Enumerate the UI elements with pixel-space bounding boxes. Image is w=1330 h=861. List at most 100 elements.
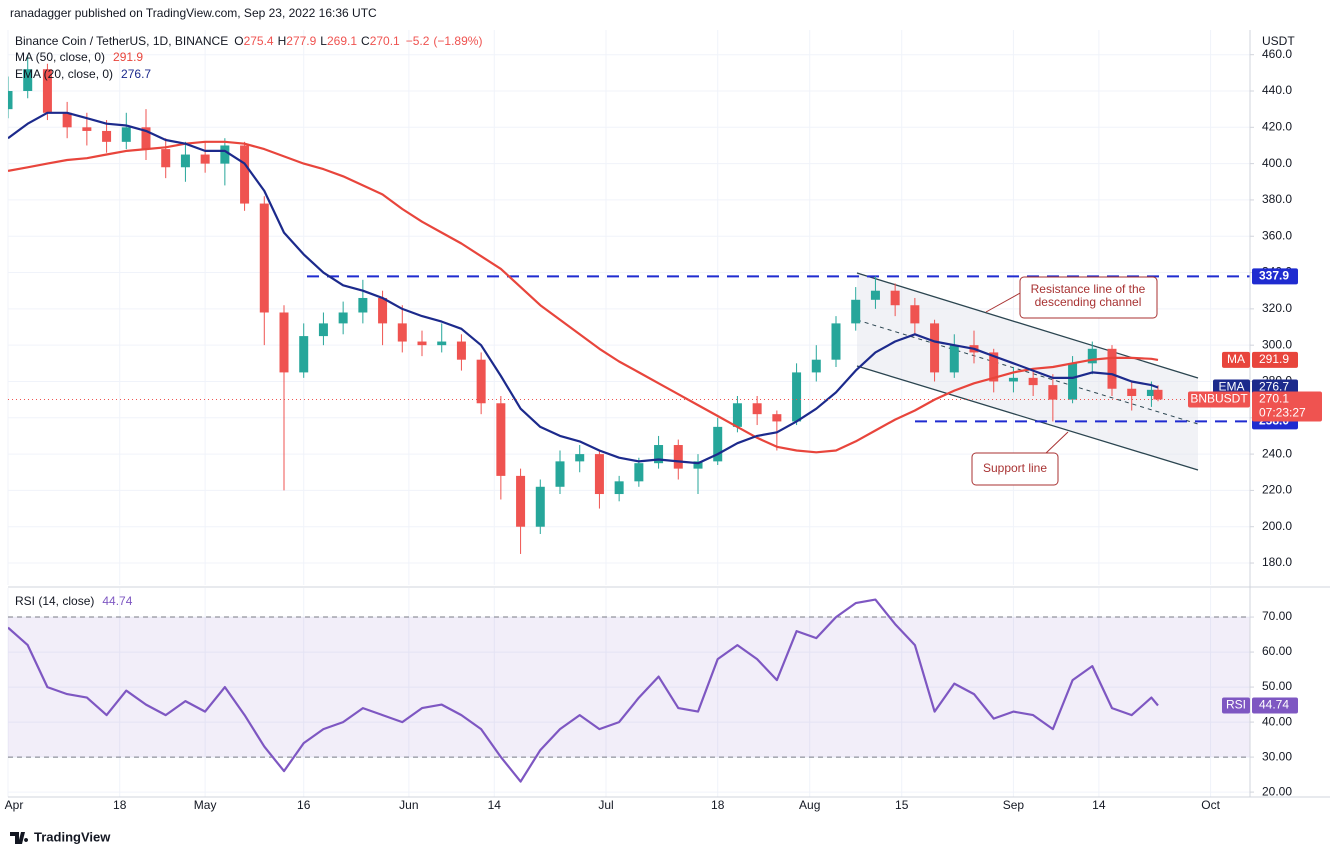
candle-body [516,475,526,527]
x-tick-label: Jun [399,798,418,812]
candle-body [575,454,585,462]
callout-box [971,452,1059,486]
legend-name: MA (50, close, 0) [15,50,105,64]
rsi-tick-label: 60.00 [1262,644,1292,658]
candle-body [1107,348,1117,389]
indicator-line [8,111,1159,465]
ohlc-label: L [320,34,327,48]
x-tick-label: Apr [5,798,24,812]
symbol-tag-name: BNBUSDT [1190,392,1248,406]
ohlc-label: O [234,34,243,48]
candle-body [831,323,841,360]
callout-pointer [1044,431,1069,455]
candle-body [930,323,940,373]
candle-body [1008,377,1018,382]
candle-body [634,463,644,482]
series-value-tag [1252,351,1298,368]
channel-upper [856,272,1199,379]
axes: Apr 18 May 16 Jun 14 Jul 18 Aug 15 Sep 14 Oct 180.0 20… [5,47,1293,812]
header: ranadagger published on TradingView.com,… [10,6,377,20]
x-tick-label: Sep [1003,798,1025,812]
candle-body [62,112,72,128]
candle-body [1048,385,1058,400]
rsi-tick-label: 40.00 [1262,714,1292,728]
candle-body [121,127,131,142]
level-tag [1252,268,1298,285]
y-tick-label: 220.0 [1262,483,1292,497]
y-tick-label: 440.0 [1262,83,1292,97]
y-tick-label: 380.0 [1262,192,1292,206]
ohlc-value: 269.1 [327,34,357,48]
candle-body [8,91,13,110]
candle-body [102,130,112,142]
candle-body [161,149,171,168]
symbol: Binance Coin / TetherUS, 1D, BINANCE [15,34,228,48]
ohlc-value: 275.4 [244,34,274,48]
candle-body [614,481,624,495]
series-value: 291.9 [1259,352,1289,366]
y-tick-label: 420.0 [1262,119,1292,133]
candle-body [299,336,309,373]
candle-body [338,312,348,324]
callout-resistance: Resistance line of the descending channel [985,276,1158,319]
candle-body [397,323,407,342]
callout-pointer [985,291,1023,313]
y-tick-label: 300.0 [1262,337,1292,351]
candle-body [220,145,230,164]
candle-body [318,323,328,337]
rsi-line [8,598,1159,783]
candles [8,54,1163,554]
candle-body [594,454,604,495]
candle-body [180,154,190,168]
candle-body [496,403,506,476]
legend-name: RSI (14, close) [15,594,94,608]
price-tags: 337.9258.0MA291.9EMA276.7BNBUSDT270.107:… [1188,268,1322,714]
candle-body [358,297,368,313]
y-tick-label: 360.0 [1262,228,1292,242]
candle-body [1068,363,1078,400]
x-tick-label: 14 [488,798,502,812]
brand: TradingView [34,829,111,844]
level-tag-label: 337.9 [1259,269,1289,283]
candle-body [1028,377,1038,386]
series-tag-name: EMA [1218,380,1244,394]
candle-body [82,127,92,131]
countdown: 07:23:27 [1259,406,1306,420]
ohlc-value: 270.1 [370,34,400,48]
change: −5.2 [406,34,430,48]
candle-body [378,297,388,324]
y-tick-label: 200.0 [1262,519,1292,533]
candle-body [890,290,900,306]
legend-symbol: Binance Coin / TetherUS, 1D, BINANCE O275… [15,34,482,48]
candle-body [555,461,565,487]
candle-body [654,445,664,464]
callout-text: Support line [983,461,1047,475]
candle-body [437,341,447,346]
candle-body [476,359,486,404]
indicator-line [8,140,1159,454]
legend-ma: MA (50, close, 0) 291.9 [15,50,143,64]
callout-support: Support line [971,431,1069,486]
candle-body [42,69,52,113]
candle-body [732,403,742,427]
ohlc-value: 277.9 [286,34,316,48]
candle-body [811,359,821,373]
candle-body [456,341,466,360]
channel [856,272,1199,471]
y-tick-label: 320.0 [1262,301,1292,315]
y-unit: USDT [1262,34,1295,48]
candle-body [693,461,703,469]
legend-name: EMA (20, close, 0) [15,67,113,81]
rsi-tag [1222,697,1250,714]
levels [307,275,1250,423]
symbol-tag [1188,391,1250,408]
candle-body [792,372,802,422]
x-tick-label: 15 [895,798,909,812]
candle-body [870,290,880,300]
candle-body [713,426,723,462]
candle-body [259,203,269,313]
candle-body [240,145,250,204]
channel-lower [856,365,1199,471]
